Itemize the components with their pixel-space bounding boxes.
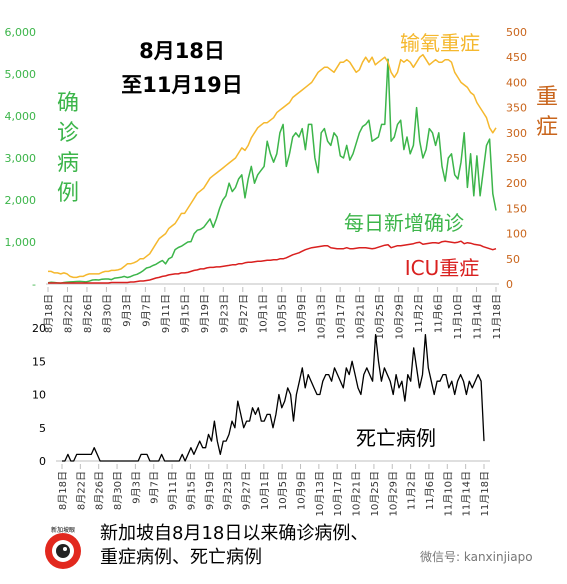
left-tick-label: 6,000 bbox=[5, 26, 37, 39]
right-tick-label: 300 bbox=[506, 127, 527, 140]
x-tick-label: 10月17日 bbox=[335, 294, 347, 339]
x-tick-label: 8月30日 bbox=[101, 294, 113, 333]
x-bottom-tick-label: 10月29日 bbox=[387, 471, 399, 516]
x-tick-label: 8月26日 bbox=[82, 294, 94, 333]
y-tick-label-bottom: 0 bbox=[39, 455, 46, 468]
x-bottom-tick-label: 11月2日 bbox=[406, 471, 418, 510]
x-tick-label: 11月10日 bbox=[452, 294, 464, 339]
x-tick-label: 9月23日 bbox=[218, 294, 230, 333]
series-line-0 bbox=[47, 58, 497, 284]
x-tick-label: 10月5日 bbox=[277, 294, 289, 333]
death-series-line-0 bbox=[62, 333, 485, 462]
footer-caption-line2: 重症病例、死亡病例 bbox=[100, 547, 262, 568]
y-tick-label-bottom: 20 bbox=[32, 322, 46, 335]
left-axis-label-char: 例 bbox=[57, 181, 79, 206]
right-tick-label: 350 bbox=[506, 102, 527, 115]
footer-caption-line1: 新加坡自8月18日以来确诊病例、 bbox=[100, 523, 369, 544]
left-axis-label-char: 诊 bbox=[57, 121, 79, 146]
x-bottom-tick-label: 9月19日 bbox=[204, 471, 216, 510]
y-tick-label-bottom: 5 bbox=[39, 422, 46, 435]
x-tick-label: 10月21日 bbox=[355, 294, 367, 339]
x-tick-label: 9月15日 bbox=[179, 294, 191, 333]
x-bottom-tick-label: 10月25日 bbox=[369, 471, 381, 516]
x-tick-label: 11月14日 bbox=[472, 294, 484, 339]
x-bottom-tick-label: 9月7日 bbox=[149, 471, 161, 504]
left-tick-label: 4,000 bbox=[5, 110, 37, 123]
x-bottom-tick-label: 9月11日 bbox=[167, 471, 179, 510]
left-axis-label-char: 确 bbox=[57, 91, 79, 116]
right-tick-label: 150 bbox=[506, 202, 527, 215]
logo-text: 新加坡眼 bbox=[51, 526, 75, 534]
x-bottom-tick-label: 9月27日 bbox=[240, 471, 252, 510]
x-bottom-tick-label: 9月15日 bbox=[185, 471, 197, 510]
x-tick-label: 10月25日 bbox=[374, 294, 386, 339]
left-tick-label: 5,000 bbox=[5, 68, 37, 81]
x-bottom-tick-label: 8月26日 bbox=[94, 471, 106, 510]
right-axis-label-char: 症 bbox=[536, 115, 558, 140]
x-bottom-tick-label: 11月18日 bbox=[479, 471, 491, 516]
wechat-id: 微信号: kanxinjiapo bbox=[420, 550, 533, 564]
x-tick-label: 10月29日 bbox=[394, 294, 406, 339]
left-tick-label: 3,000 bbox=[5, 152, 37, 165]
x-tick-label: 9月7日 bbox=[140, 294, 152, 327]
right-tick-label: 0 bbox=[506, 278, 513, 291]
right-tick-label: 50 bbox=[506, 253, 520, 266]
x-tick-label: 10月1日 bbox=[257, 294, 269, 333]
x-tick-label: 8月18日 bbox=[43, 294, 55, 333]
right-tick-label: 450 bbox=[506, 51, 527, 64]
x-tick-label: 11月18日 bbox=[491, 294, 503, 339]
x-tick-label: 9月3日 bbox=[121, 294, 133, 327]
chart-title-line1: 8月18日 bbox=[139, 39, 225, 63]
x-bottom-tick-label: 8月30日 bbox=[112, 471, 124, 510]
footer-caption: 新加坡自8月18日以来确诊病例、 重症病例、死亡病例 bbox=[100, 522, 368, 570]
y-tick-label-bottom: 15 bbox=[32, 355, 46, 368]
right-tick-label: 500 bbox=[506, 26, 527, 39]
x-tick-label: 9月27日 bbox=[238, 294, 250, 333]
logo-icon: 新加坡眼 bbox=[45, 526, 81, 569]
x-bottom-tick-label: 8月18日 bbox=[57, 471, 69, 510]
x-bottom-tick-label: 11月10日 bbox=[442, 471, 454, 516]
chart-title-line2: 至11月19日 bbox=[121, 73, 242, 97]
right-tick-label: 200 bbox=[506, 177, 527, 190]
left-tick-label: 1,000 bbox=[5, 236, 37, 249]
series-line-1 bbox=[48, 53, 497, 279]
x-bottom-tick-label: 10月13日 bbox=[314, 471, 326, 516]
x-bottom-tick-label: 8月22日 bbox=[75, 471, 87, 510]
right-tick-label: 100 bbox=[506, 228, 527, 241]
x-bottom-tick-label: 9月3日 bbox=[130, 471, 142, 504]
x-tick-label: 11月2日 bbox=[413, 294, 425, 333]
y-tick-label-bottom: 10 bbox=[32, 389, 46, 402]
x-tick-label: 8月22日 bbox=[62, 294, 74, 333]
x-bottom-tick-label: 11月6日 bbox=[424, 471, 436, 510]
annotation-oxygen: 输氧重症 bbox=[400, 31, 480, 55]
annotation-icu: ICU重症 bbox=[405, 256, 480, 280]
bottom-chart: 0 5 10 15 20 8月18日 8月22日 8月26日 8月30日 9月3日 9月7日 9月11… bbox=[32, 322, 491, 516]
x-tick-label: 10月9日 bbox=[296, 294, 308, 333]
x-tick-label: 10月13日 bbox=[316, 294, 328, 339]
x-bottom-tick-label: 9月23日 bbox=[222, 471, 234, 510]
x-tick-label: 11月6日 bbox=[433, 294, 445, 333]
x-bottom-tick-label: 10月21日 bbox=[351, 471, 363, 516]
right-tick-label: 250 bbox=[506, 152, 527, 165]
right-axis-label-char: 重 bbox=[536, 85, 558, 110]
x-tick-label: 9月11日 bbox=[160, 294, 172, 333]
x-bottom-tick-label: 11月14日 bbox=[461, 471, 473, 516]
top-chart: - 1,000 2,000 3,000 4,000 5,000 6,000 0 50 100 150… bbox=[5, 26, 559, 339]
x-bottom-tick-label: 10月9日 bbox=[296, 471, 308, 510]
x-tick-label: 9月19日 bbox=[199, 294, 211, 333]
left-axis-label-char: 病 bbox=[57, 151, 79, 176]
right-tick-label: 400 bbox=[506, 76, 527, 89]
left-tick-label: 2,000 bbox=[5, 194, 37, 207]
annotation-deaths: 死亡病例 bbox=[356, 426, 436, 450]
left-tick-label: - bbox=[32, 278, 36, 291]
x-bottom-tick-label: 10月17日 bbox=[332, 471, 344, 516]
x-bottom-tick-label: 10月5日 bbox=[277, 471, 289, 510]
annotation-daily: 每日新增确诊 bbox=[344, 211, 464, 235]
series-line-2 bbox=[48, 240, 497, 284]
x-bottom-tick-label: 10月1日 bbox=[259, 471, 271, 510]
